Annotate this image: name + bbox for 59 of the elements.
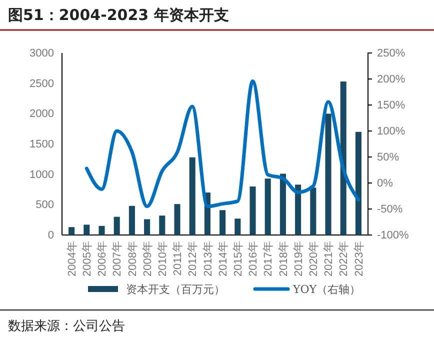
bar — [174, 204, 180, 235]
bar — [68, 227, 75, 235]
y-tick-label: 1500 — [30, 138, 54, 151]
x-tick-label: 2010年 — [157, 241, 169, 276]
y-tick-label: 1000 — [30, 168, 54, 181]
source-note: 数据来源：公司公告 — [8, 319, 125, 334]
y2-tick-label: 50% — [377, 152, 400, 164]
legend-label: YOY（右轴） — [292, 283, 361, 296]
y2-tick-label: -100% — [377, 230, 410, 242]
x-tick-label: 2009年 — [142, 241, 154, 276]
x-tick-label: 2008年 — [126, 241, 139, 276]
y2-tick-label: -50% — [377, 204, 403, 216]
y2-tick-label: 200% — [377, 74, 406, 86]
x-tick-label: 2020年 — [308, 241, 320, 276]
chart-title: 图51：2004-2023 年资本开支 — [8, 6, 229, 24]
x-tick-label: 2016年 — [248, 241, 260, 276]
bar — [264, 178, 271, 235]
bar — [84, 224, 90, 235]
x-tick-label: 2011年 — [172, 241, 184, 276]
x-tick-label: 2007年 — [112, 241, 124, 276]
bar — [220, 210, 226, 235]
bar — [280, 174, 286, 235]
y-tick-label: 3000 — [30, 48, 54, 60]
x-tick-label: 2015年 — [232, 241, 244, 276]
x-tick-label: 2018年 — [278, 241, 290, 276]
bar — [128, 206, 135, 235]
x-tick-label: 2019年 — [292, 241, 305, 276]
x-tick-label: 2023年 — [353, 241, 366, 276]
bar — [114, 216, 120, 235]
bar — [234, 218, 241, 235]
bar — [355, 132, 362, 235]
x-tick-label: 2014年 — [217, 241, 230, 276]
bar — [325, 114, 332, 235]
bar — [250, 186, 256, 235]
x-tick-label: 2012年 — [187, 241, 200, 276]
line-series — [84, 79, 360, 208]
x-tick-label: 2022年 — [338, 241, 350, 276]
bar — [159, 216, 166, 235]
bar — [189, 157, 196, 235]
y-tick-label: 500 — [36, 199, 54, 212]
bar — [295, 184, 302, 235]
y2-tick-label: 150% — [377, 100, 406, 112]
x-tick-label: 2021年 — [323, 241, 336, 276]
x-tick-label: 2017年 — [262, 241, 275, 276]
bar — [98, 226, 105, 235]
y-tick-label: 0 — [48, 230, 54, 242]
bar — [144, 219, 150, 235]
bar — [340, 82, 346, 235]
x-tick-label: 2006年 — [96, 241, 109, 276]
legend-label: 资本开支（百万元） — [126, 283, 225, 296]
y-tick-label: 2500 — [30, 78, 54, 90]
x-tick-label: 2013年 — [202, 241, 214, 276]
bar — [310, 188, 316, 235]
x-tick-label: 2004年 — [66, 241, 78, 276]
y2-tick-label: 250% — [377, 48, 406, 60]
y2-tick-label: 100% — [377, 126, 406, 138]
y-tick-label: 2000 — [30, 108, 54, 120]
x-tick-label: 2005年 — [82, 241, 94, 276]
y2-tick-label: 0% — [377, 178, 394, 190]
